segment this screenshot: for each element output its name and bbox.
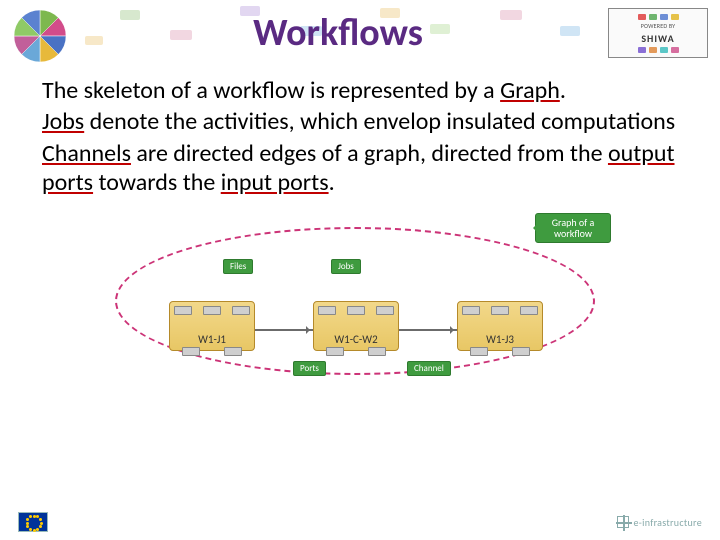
eu-flag-icon	[18, 512, 48, 532]
slide-title: Workflows	[68, 10, 608, 56]
einfra-icon	[617, 516, 629, 528]
text-fragment: The skeleton of a workflow is represente…	[42, 76, 500, 105]
header: Workflows POWERED BY SHIWA	[0, 0, 720, 64]
footer: e-infrastructure	[0, 512, 720, 532]
text-fragment: denote the activities, which envelop ins…	[84, 107, 675, 136]
para-2: Jobs denote the activities, which envelo…	[42, 107, 678, 136]
text-fragment: .	[560, 76, 566, 105]
term-channels: Channels	[42, 139, 131, 168]
workflow-node-w1j1: W1-J1	[169, 301, 255, 351]
workflow-edge	[399, 329, 457, 331]
para-1: The skeleton of a workflow is represente…	[42, 76, 678, 105]
brand-label: SHIWA	[641, 32, 674, 45]
shiwa-logo: POWERED BY SHIWA	[608, 8, 708, 58]
workflow-edge	[255, 329, 313, 331]
text-fragment: are directed edges of a graph, directed …	[131, 139, 608, 168]
para-3: Channels are directed edges of a graph, …	[42, 139, 678, 198]
workflow-node-w1j3: W1-J3	[457, 301, 543, 351]
einfra-text: e-infrastructure	[633, 516, 702, 529]
slide: Workflows POWERED BY SHIWA The skeleton …	[0, 0, 720, 540]
files-callout: Files	[223, 259, 253, 274]
pinwheel-icon	[12, 8, 68, 64]
graph-callout: Graph of a workflow	[535, 213, 611, 243]
text-fragment: .	[329, 168, 335, 197]
jobs-callout: Jobs	[331, 259, 361, 274]
einfra-label: e-infrastructure	[617, 516, 702, 529]
term-graph: Graph	[500, 76, 560, 105]
workflow-node-w1cw2: W1-C-W2	[313, 301, 399, 351]
body-text: The skeleton of a workflow is represente…	[0, 64, 720, 197]
workflow-diagram: Graph of a workflow Files Jobs Ports Cha…	[105, 211, 615, 391]
text-fragment: towards the	[93, 168, 221, 197]
pinwheel-logo	[12, 8, 68, 64]
term-jobs: Jobs	[42, 107, 84, 136]
channel-callout: Channel	[407, 361, 451, 376]
term-input-ports: input ports	[221, 168, 329, 197]
ports-callout: Ports	[293, 361, 326, 376]
powered-by-label: POWERED BY	[641, 22, 676, 30]
